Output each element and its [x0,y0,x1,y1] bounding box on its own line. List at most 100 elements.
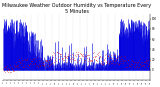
Point [128,66,130,67]
Point [106,60,108,61]
Point [56,51,58,52]
Point [39,65,41,66]
Point [139,64,141,65]
Point [50,58,52,60]
Point [84,55,86,56]
Point [40,65,43,66]
Point [104,54,107,56]
Point [119,57,122,58]
Point [17,61,20,62]
Point [36,65,39,66]
Point [85,51,88,53]
Point [42,65,44,66]
Point [43,63,46,65]
Point [67,53,69,54]
Point [62,59,64,60]
Point [84,55,87,57]
Point [14,65,16,66]
Point [37,64,40,65]
Point [76,61,79,62]
Point [135,65,138,67]
Point [27,66,30,68]
Point [70,56,73,58]
Point [6,69,9,71]
Point [77,52,79,53]
Point [112,60,114,61]
Point [138,64,141,65]
Point [61,57,64,59]
Point [147,59,150,61]
Point [31,60,33,61]
Point [90,61,93,62]
Point [28,64,30,66]
Point [114,61,116,62]
Point [89,59,91,61]
Point [78,55,81,56]
Point [92,56,94,57]
Point [25,65,27,67]
Point [136,62,138,64]
Point [7,67,9,69]
Point [24,60,27,61]
Point [122,59,125,61]
Point [50,64,53,65]
Point [45,60,47,61]
Point [84,59,87,60]
Point [141,64,143,66]
Point [48,65,50,67]
Point [38,64,41,66]
Point [11,68,13,69]
Point [139,61,142,63]
Point [65,61,67,62]
Point [119,61,121,62]
Point [143,65,145,66]
Point [73,59,76,61]
Point [110,58,113,59]
Point [91,52,94,54]
Point [38,60,40,61]
Point [143,62,146,63]
Point [25,59,28,60]
Title: Milwaukee Weather Outdoor Humidity vs Temperature Every 5 Minutes: Milwaukee Weather Outdoor Humidity vs Te… [2,3,151,14]
Point [3,70,6,72]
Point [92,58,95,59]
Point [98,51,101,53]
Point [76,53,78,54]
Point [117,63,119,65]
Point [5,65,7,66]
Point [26,58,28,59]
Point [97,52,100,53]
Point [101,63,104,65]
Point [52,56,55,58]
Point [117,63,120,65]
Point [11,70,14,72]
Point [12,69,15,70]
Point [86,54,89,56]
Point [137,66,140,67]
Point [12,70,15,71]
Point [47,63,50,64]
Point [71,53,74,54]
Point [104,58,106,59]
Point [88,60,91,62]
Point [40,60,42,62]
Point [10,68,13,69]
Point [148,64,150,65]
Point [129,61,132,62]
Point [128,63,131,64]
Point [123,55,126,57]
Point [52,52,54,53]
Point [2,68,5,70]
Point [121,58,124,60]
Point [83,61,86,62]
Point [115,57,117,59]
Point [88,58,90,60]
Point [74,54,77,55]
Point [66,55,68,57]
Point [113,54,116,55]
Point [132,60,134,62]
Point [99,56,101,57]
Point [94,57,96,58]
Point [100,63,103,64]
Point [45,59,48,60]
